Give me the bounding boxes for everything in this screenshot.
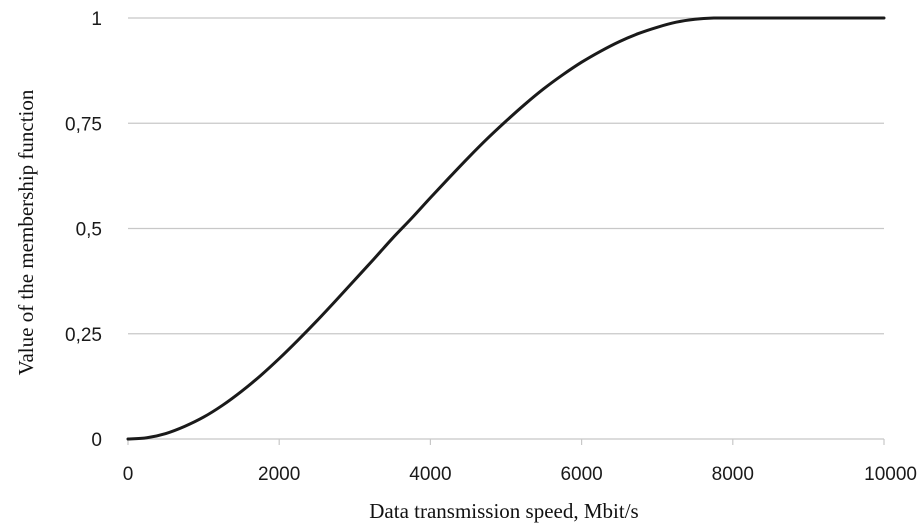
y-tick-label: 1 xyxy=(91,9,102,30)
x-tick-label: 8000 xyxy=(712,464,754,485)
x-tick-label: 10000 xyxy=(864,464,917,485)
y-tick-labels: 0 0,25 0,5 0,75 1 xyxy=(65,9,102,451)
x-tick-labels: 0 2000 4000 6000 8000 10000 xyxy=(123,464,917,485)
x-tick-label: 6000 xyxy=(560,464,602,485)
grid-lines xyxy=(128,17,884,335)
y-tick-label: 0,75 xyxy=(65,114,102,135)
y-tick-label: 0,5 xyxy=(76,220,102,241)
y-tick-label: 0,25 xyxy=(65,325,102,346)
x-axis-title: Data transmission speed, Mbit/s xyxy=(369,499,638,523)
axes xyxy=(127,438,885,445)
x-tick-label: 0 xyxy=(123,464,134,485)
series-layer xyxy=(126,16,886,441)
x-tick-label: 2000 xyxy=(258,464,300,485)
x-tick-label: 4000 xyxy=(409,464,451,485)
y-tick-label: 0 xyxy=(91,430,102,451)
series-line xyxy=(126,16,886,441)
y-axis-title: Value of the membership function xyxy=(14,89,38,375)
